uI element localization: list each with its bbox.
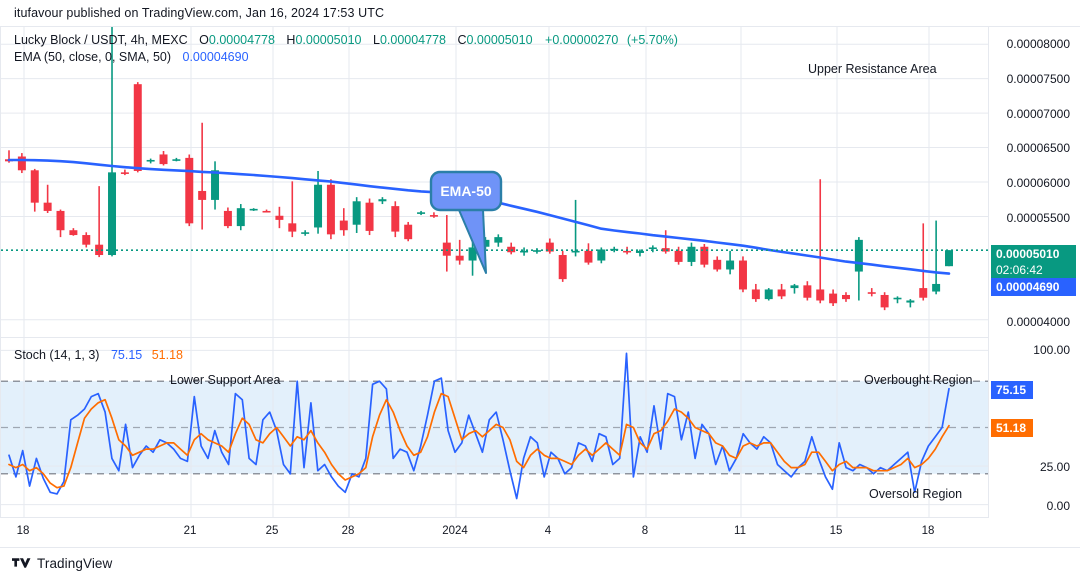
legend-low-label: L (372, 33, 380, 47)
time-axis-tick: 18 (16, 525, 30, 537)
time-axis-tick: 4 (544, 525, 552, 537)
legend-change: +0.00000270 (545, 33, 619, 47)
time-axis-tick: 18 (921, 525, 935, 537)
price-chart-svg: EMA-50 (1, 27, 988, 337)
stochastic-chart-svg (1, 338, 988, 517)
annotation-upper-resistance: Upper Resistance Area (808, 62, 937, 76)
ema-legend-value: 0.00004690 (182, 50, 249, 64)
price-axis-tick: 0.00006500 (1006, 141, 1070, 156)
legend-change-pct: (+5.70%) (626, 33, 678, 47)
stoch-d-badge: 51.18 (991, 419, 1033, 437)
ema-legend-label: EMA (50, close, 0, SMA, 50) (14, 50, 172, 64)
ema-price-badge: 0.00004690 (991, 278, 1076, 296)
legend-close-label: C (457, 33, 467, 47)
annotation-oversold-region: Oversold Region (869, 487, 963, 501)
time-axis-tick: 25 (265, 525, 279, 537)
annotation-overbought-region: Overbought Region (864, 373, 973, 387)
tradingview-logo-text: TradingView (37, 556, 113, 571)
stoch-k-badge: 75.15 (991, 381, 1033, 399)
publisher-line: itufavour published on TradingView.com, … (14, 6, 385, 20)
price-axis[interactable]: 0.00008000 0.00007500 0.00007000 0.00006500… (988, 26, 1080, 338)
tradingview-logo[interactable]: TradingView (12, 556, 112, 571)
stochastic-axis[interactable]: 100.00 25.00 0.00 (988, 338, 1080, 518)
stochastic-pane[interactable] (0, 338, 988, 518)
annotation-lower-support: Lower Support Area (170, 373, 281, 387)
time-axis-tick: 11 (734, 525, 746, 537)
price-axis-tick: 0.00007000 (1006, 106, 1070, 121)
countdown-badge: 02:06:42 (991, 261, 1076, 279)
tradingview-logo-icon (12, 558, 31, 568)
last-price-badge: 0.00005010 (991, 245, 1076, 263)
svg-text:EMA-50: EMA-50 (440, 183, 492, 199)
stoch-d-value: 51.18 (151, 348, 183, 362)
legend-close-value: 0.00005010 (466, 33, 533, 47)
price-axis-tick: 0.00004000 (1006, 314, 1070, 329)
legend-high-value: 0.00005010 (295, 33, 362, 47)
time-axis-tick: 15 (829, 525, 843, 537)
stoch-k-value: 75.15 (110, 348, 143, 362)
ema-legend[interactable]: EMA (50, close, 0, SMA, 50) 0.00004690 (14, 50, 249, 64)
legend-open-value: 0.00004778 (208, 33, 275, 47)
stoch-axis-tick: 0.00 (1046, 498, 1070, 513)
legend-high-label: H (286, 33, 296, 47)
time-axis-tick: 2024 (442, 525, 468, 537)
stoch-legend-label: Stoch (14, 1, 3) (14, 348, 100, 362)
legend-low-value: 0.00004778 (379, 33, 446, 47)
legend-symbol: Lucky Block / USDT, 4h, MEXC (14, 33, 188, 47)
stoch-axis-tick: 25.00 (1039, 459, 1070, 474)
time-axis-tick: 8 (641, 525, 649, 537)
time-axis-tick: 21 (183, 525, 197, 537)
price-axis-tick: 0.00006000 (1006, 176, 1070, 190)
price-pane[interactable]: EMA-50 (0, 26, 988, 338)
stochastic-legend[interactable]: Stoch (14, 1, 3) 75.15 51.18 (14, 348, 183, 362)
time-axis[interactable]: 18 21 25 28 2024 4 8 11 15 18 (0, 518, 1080, 548)
price-axis-tick: 0.00005500 (1006, 210, 1070, 225)
price-axis-tick: 0.00007500 (1006, 72, 1070, 86)
time-axis-tick: 28 (341, 525, 355, 537)
stoch-axis-tick: 100.00 (1033, 343, 1070, 358)
legend-open-label: O (199, 33, 209, 47)
price-axis-tick: 0.00008000 (1006, 37, 1070, 52)
price-legend[interactable]: Lucky Block / USDT, 4h, MEXC O0.00004778… (14, 33, 678, 47)
